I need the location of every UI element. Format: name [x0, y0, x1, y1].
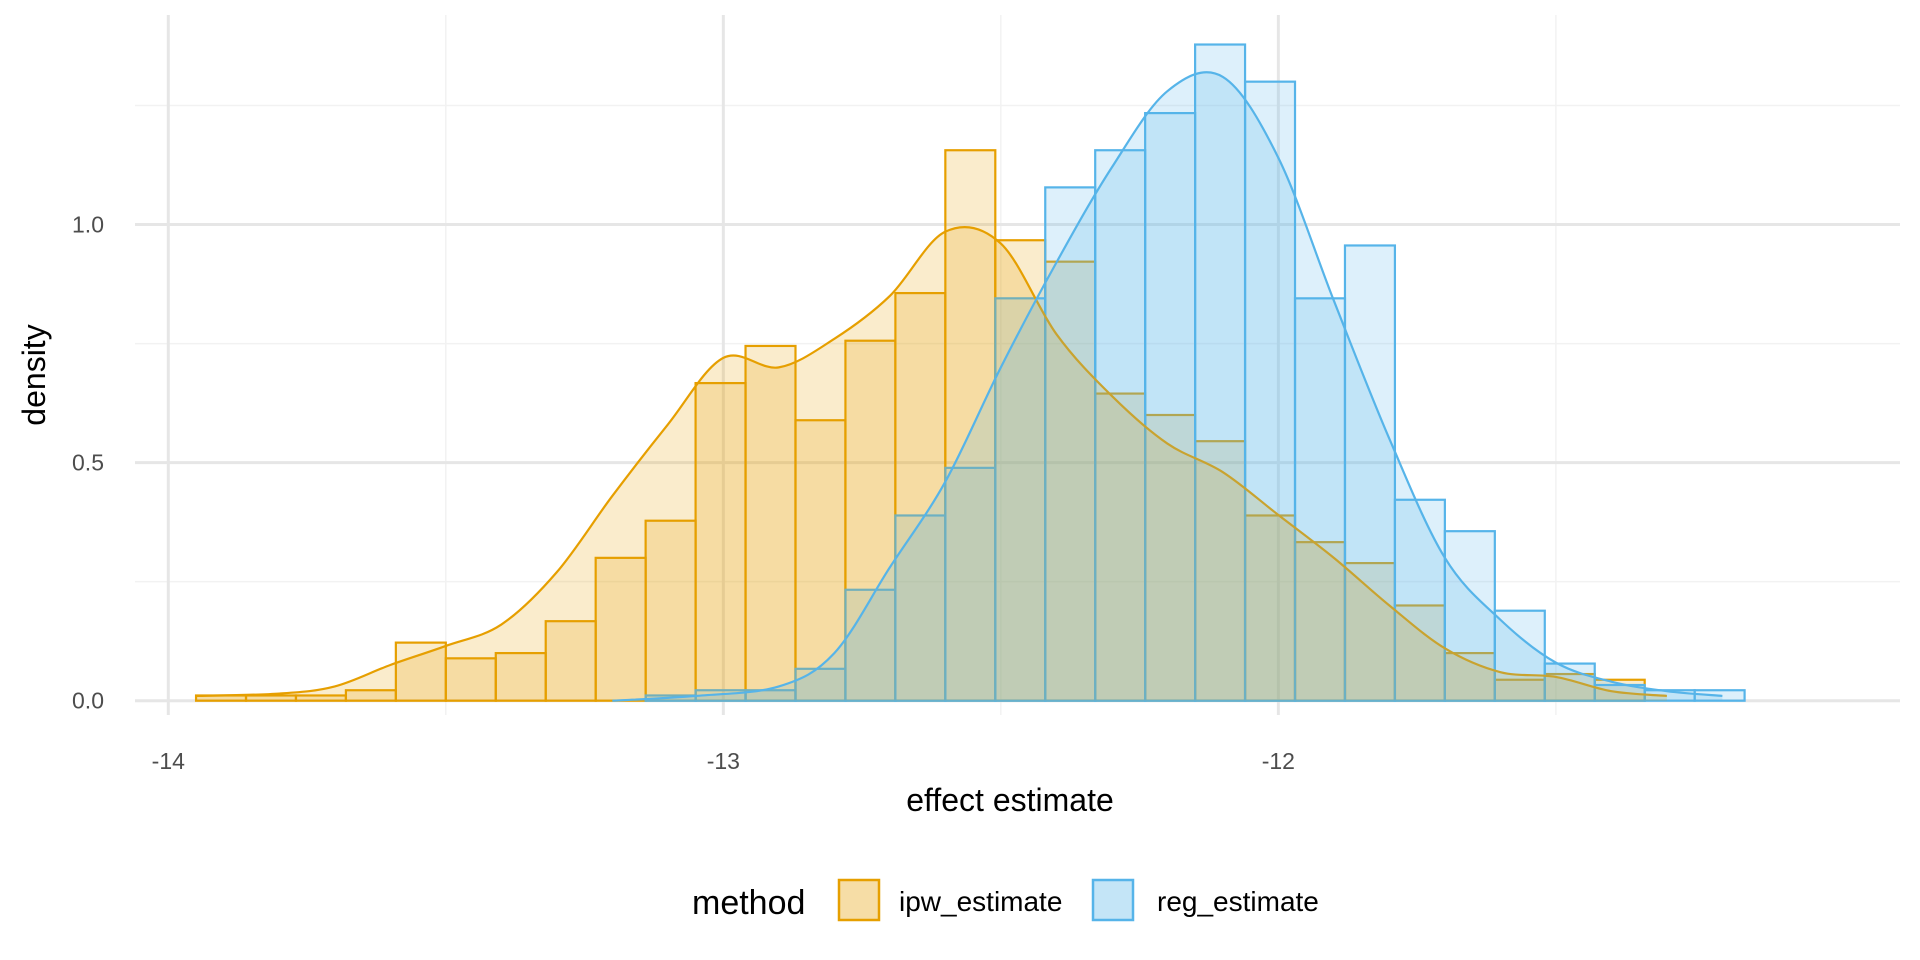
y-tick-label: 1.0: [72, 212, 104, 238]
ipw-bar: [444, 657, 497, 702]
ipw-bar: [544, 620, 597, 702]
reg-bar: [944, 466, 997, 702]
ipw-bar: [944, 149, 997, 702]
reg-bar: [844, 588, 897, 702]
reg-bar: [1493, 609, 1546, 702]
reg-density-curve: [612, 71, 1723, 702]
ipw-bar: [694, 381, 747, 702]
y-tick-label: 0.0: [72, 688, 104, 714]
y-tick-label: 0.5: [72, 450, 104, 476]
ipw-bar: [594, 556, 647, 702]
legend: method ipw_estimate reg_estimate: [692, 878, 1319, 922]
legend-title: method: [692, 884, 805, 922]
reg-bar: [994, 297, 1047, 702]
legend-label-reg: reg_estimate: [1157, 886, 1319, 917]
reg-bar: [1293, 297, 1347, 702]
x-tick-label: -13: [707, 748, 740, 774]
reg-density-curve-fill: [612, 72, 1723, 701]
y-axis-title: density: [16, 324, 52, 425]
ipw-bar: [844, 339, 897, 702]
ipw-density-curve-fill: [196, 227, 1667, 701]
y-tick-labels: 0.0 0.5 1.0: [72, 212, 104, 714]
reg-bar: [1443, 530, 1496, 702]
reg-bar: [894, 514, 947, 702]
reg-bar: [1243, 80, 1297, 702]
reg-bar: [1094, 149, 1147, 702]
x-tick-label: -12: [1262, 748, 1295, 774]
ipw-bar: [744, 344, 797, 702]
legend-key-ipw: [837, 878, 881, 922]
ipw-bar: [394, 641, 447, 702]
reg-bars: [644, 43, 1746, 702]
reg-bar: [1343, 244, 1397, 702]
reg-bar: [1393, 498, 1446, 702]
ipw-bar: [494, 651, 547, 702]
ipw-bar: [1144, 413, 1197, 702]
ipw-density-curve: [196, 225, 1667, 698]
ipw-bar: [994, 239, 1047, 702]
density-curves: [196, 71, 1723, 702]
ipw-bar: [1293, 541, 1347, 702]
x-axis-title: effect estimate: [906, 782, 1114, 818]
legend-key-reg: [1091, 878, 1135, 922]
x-tick-labels: -14 -13 -12: [152, 748, 1295, 774]
reg-bar: [1194, 43, 1247, 702]
legend-label-ipw: ipw_estimate: [899, 886, 1062, 917]
x-tick-label: -14: [152, 748, 185, 774]
ipw-bars: [194, 149, 1646, 702]
